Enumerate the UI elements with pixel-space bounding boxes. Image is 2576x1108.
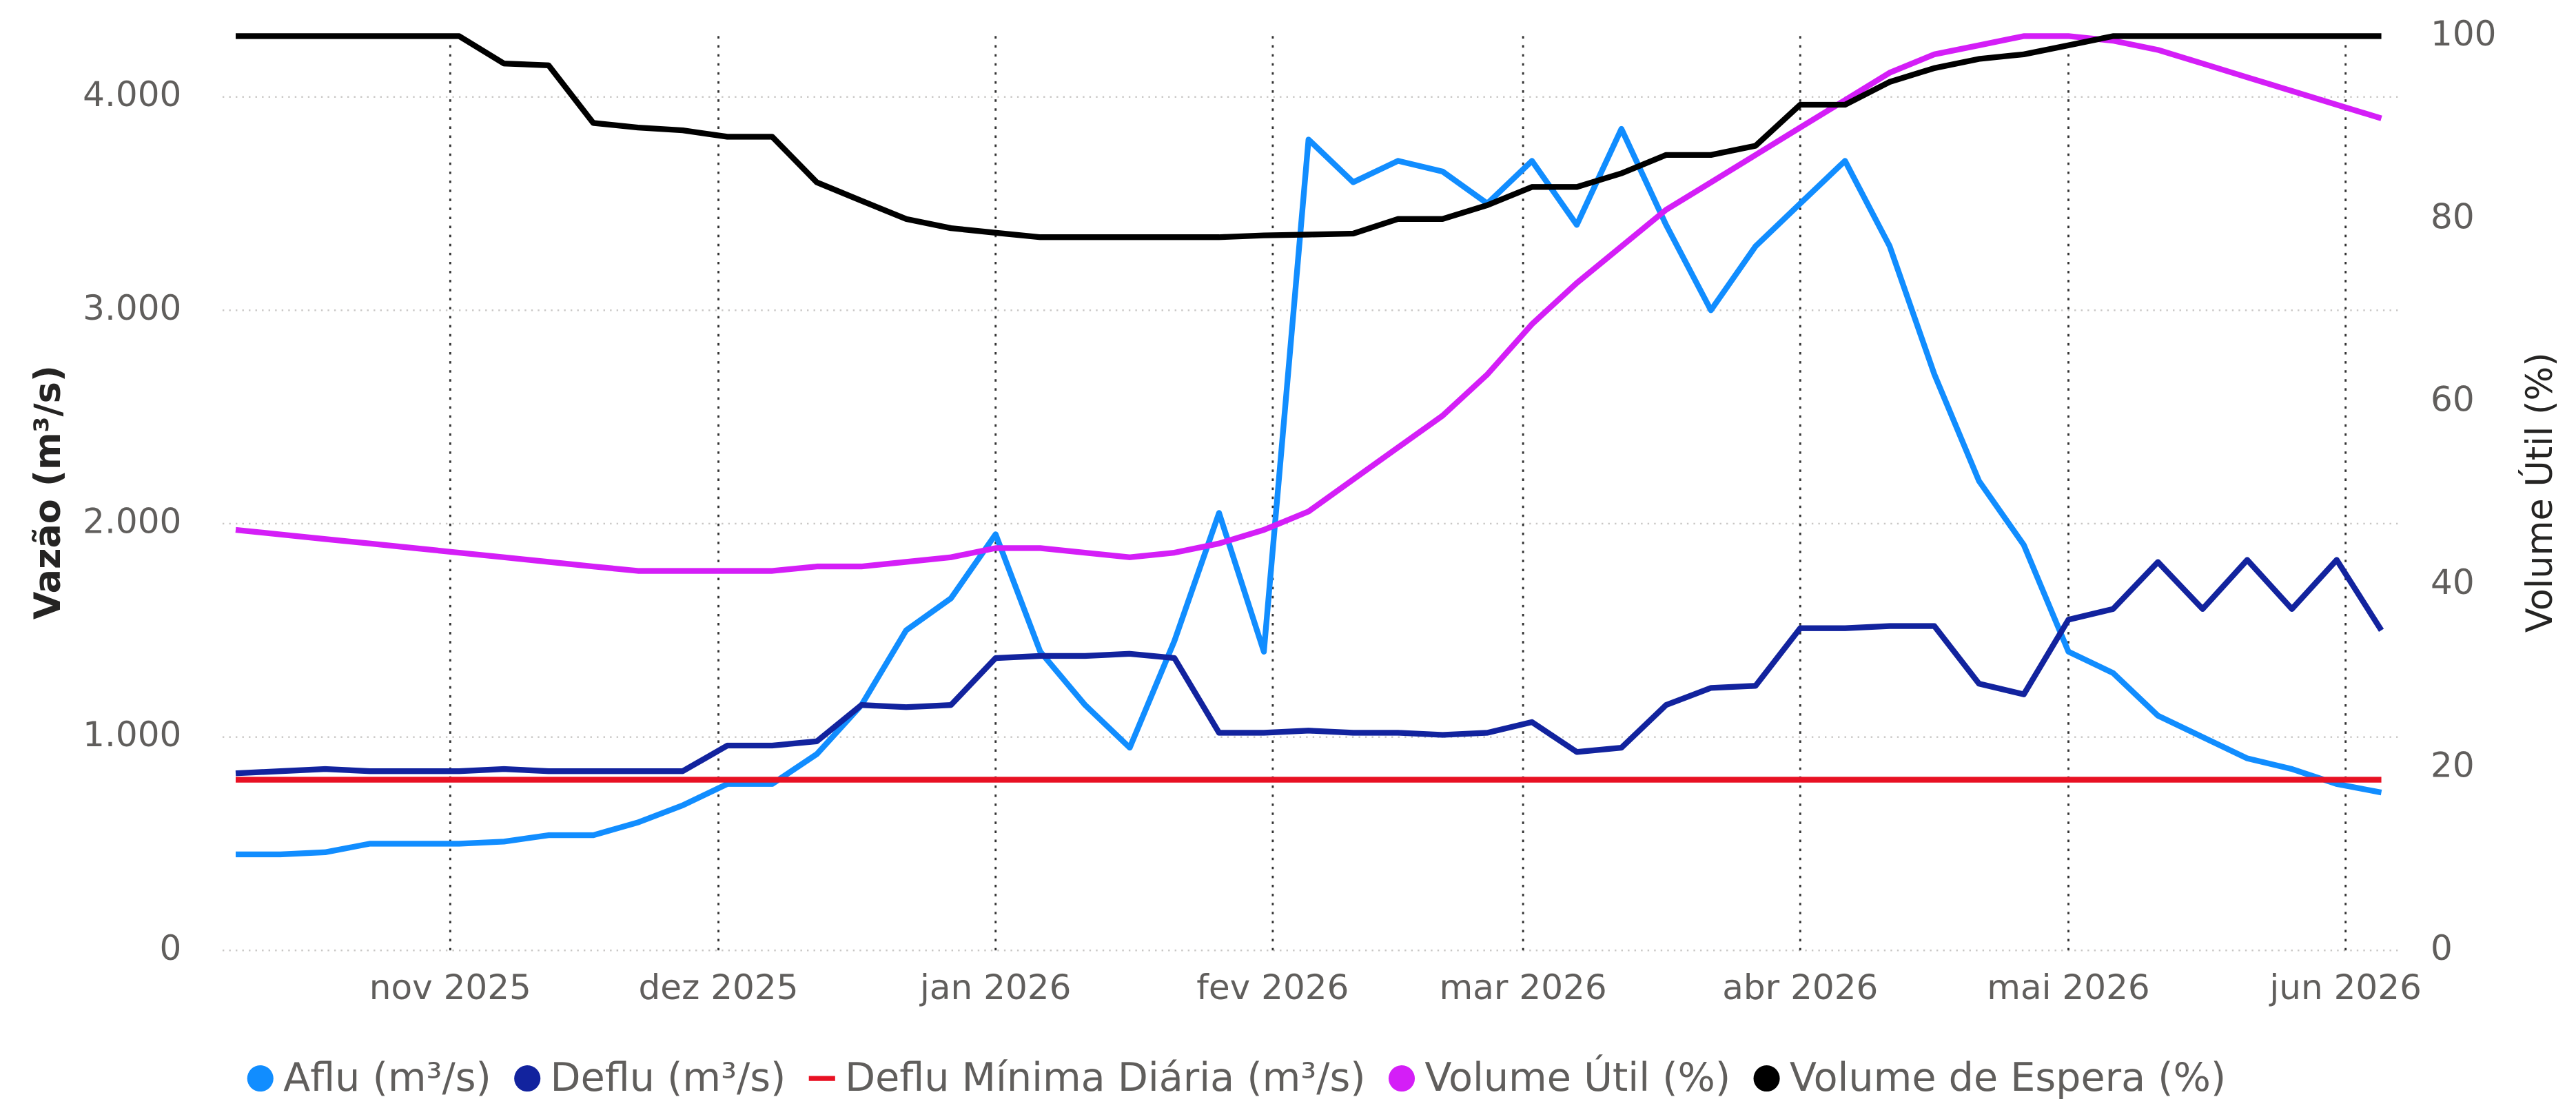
y2-axis-title: Volume Útil (%) (2518, 352, 2561, 633)
legend-label: Volume Útil (%) (1424, 1054, 1730, 1100)
series-line (235, 125, 2382, 858)
x-tick-label: mai 2026 (1987, 967, 2149, 1007)
legend-label: Volume de Espera (%) (1790, 1055, 2226, 1100)
series-line (235, 33, 2382, 240)
x-tick-label: jan 2026 (919, 967, 1071, 1007)
legend-marker (247, 1065, 274, 1092)
y-tick-label: 3.000 (83, 288, 181, 328)
y2-tick-label: 100 (2431, 14, 2496, 54)
y2-tick-label: 20 (2431, 745, 2475, 785)
y2-tick-label: 0 (2431, 928, 2453, 968)
x-tick-label: mar 2026 (1440, 967, 1607, 1007)
y-axis-title: Vazão (m³/s) (27, 365, 69, 619)
legend-marker (514, 1065, 541, 1092)
x-tick-label: abr 2026 (1722, 967, 1878, 1007)
y-tick-label: 4.000 (83, 74, 181, 114)
x-tick-label: nov 2025 (369, 967, 531, 1007)
y2-tick-label: 80 (2431, 196, 2475, 236)
y2-tick-label: 40 (2431, 562, 2475, 602)
legend-marker (1753, 1065, 1780, 1092)
legend-marker (1388, 1065, 1415, 1092)
legend: Aflu (m³/s) Deflu (m³/s) Deflu Mínima Diár… (247, 1054, 2226, 1100)
y-tick-label: 2.000 (83, 501, 181, 541)
legend-label: Aflu (m³/s) (283, 1055, 491, 1100)
x-tick-label: fev 2026 (1196, 967, 1349, 1007)
y2-tick-label: 60 (2431, 380, 2475, 420)
x-tick-label: dez 2025 (639, 967, 799, 1007)
x-tick-label: jun 2026 (2269, 967, 2421, 1007)
y-tick-label: 0 (160, 928, 182, 968)
series-line (235, 33, 2382, 574)
legend-label: Deflu Mínima Diária (m³/s) (845, 1055, 1365, 1100)
y-tick-label: 1.000 (83, 715, 181, 755)
series-line (235, 557, 2384, 777)
legend-label: Deflu (m³/s) (551, 1055, 786, 1100)
